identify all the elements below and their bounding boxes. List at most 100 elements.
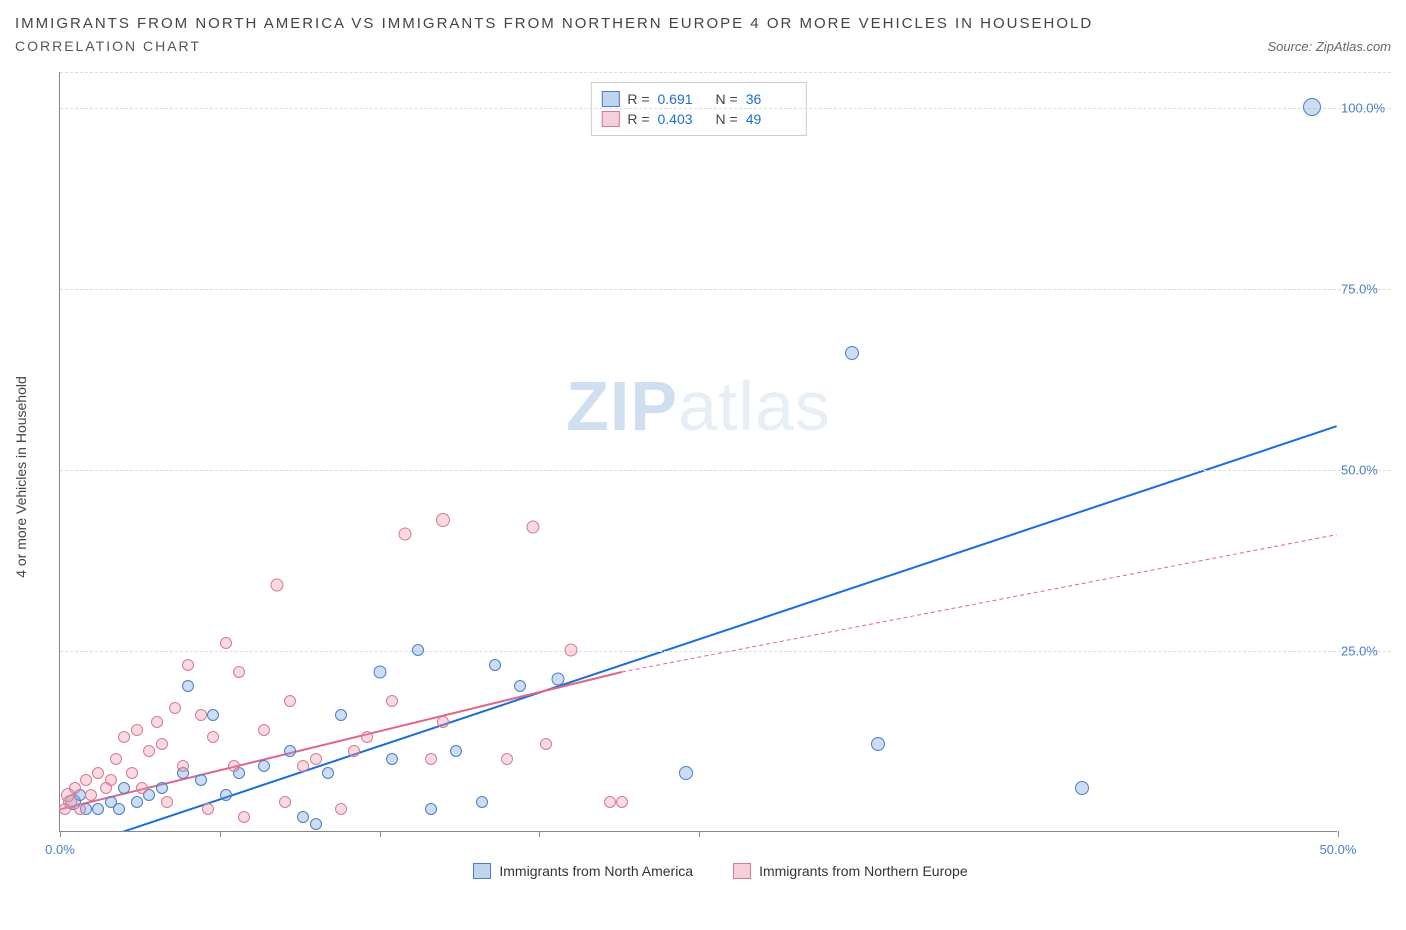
scatter-point bbox=[361, 731, 373, 743]
y-tick-label: 100.0% bbox=[1341, 101, 1395, 116]
scatter-point bbox=[85, 789, 97, 801]
scatter-point bbox=[182, 680, 194, 692]
chart-container: 4 or more Vehicles in Household ZIPatlas… bbox=[15, 62, 1391, 892]
stat-r-value-1: 0.691 bbox=[658, 91, 708, 107]
scatter-point bbox=[113, 803, 125, 815]
scatter-point bbox=[437, 716, 449, 728]
x-tick-label: 0.0% bbox=[45, 842, 75, 857]
scatter-point bbox=[565, 644, 578, 657]
scatter-point bbox=[220, 637, 232, 649]
scatter-point bbox=[238, 811, 250, 823]
x-tick bbox=[1338, 831, 1339, 837]
scatter-point bbox=[489, 659, 501, 671]
scatter-point bbox=[161, 796, 173, 808]
scatter-point bbox=[436, 513, 450, 527]
scatter-point bbox=[136, 782, 148, 794]
stat-n-label: N = bbox=[716, 111, 738, 127]
swatch-icon bbox=[733, 863, 751, 879]
gridline bbox=[60, 108, 1391, 109]
scatter-point bbox=[386, 753, 398, 765]
watermark: ZIPatlas bbox=[566, 366, 831, 446]
stat-n-value-1: 36 bbox=[746, 91, 796, 107]
scatter-point bbox=[151, 716, 163, 728]
watermark-light: atlas bbox=[678, 367, 831, 445]
title-block: IMMIGRANTS FROM NORTH AMERICA VS IMMIGRA… bbox=[15, 15, 1093, 54]
scatter-point bbox=[386, 695, 398, 707]
scatter-point bbox=[279, 796, 291, 808]
x-tick bbox=[220, 831, 221, 837]
y-axis-label: 4 or more Vehicles in Household bbox=[13, 376, 29, 578]
gridline bbox=[60, 72, 1391, 73]
legend-label-2: Immigrants from Northern Europe bbox=[759, 863, 968, 879]
scatter-point bbox=[552, 673, 565, 686]
scatter-point bbox=[195, 774, 207, 786]
scatter-point bbox=[514, 680, 526, 692]
scatter-point bbox=[228, 760, 240, 772]
scatter-point bbox=[126, 767, 138, 779]
scatter-point bbox=[348, 745, 360, 757]
scatter-point bbox=[526, 521, 539, 534]
scatter-point bbox=[110, 753, 122, 765]
header: IMMIGRANTS FROM NORTH AMERICA VS IMMIGRA… bbox=[15, 15, 1391, 54]
scatter-point bbox=[476, 796, 488, 808]
scatter-point bbox=[92, 767, 104, 779]
scatter-point bbox=[1075, 781, 1089, 795]
scatter-point bbox=[156, 782, 168, 794]
source-label: Source: ZipAtlas.com bbox=[1267, 39, 1391, 54]
x-tick bbox=[539, 831, 540, 837]
scatter-point bbox=[182, 659, 194, 671]
y-tick-label: 75.0% bbox=[1341, 282, 1395, 297]
scatter-point bbox=[220, 789, 232, 801]
scatter-point bbox=[616, 796, 628, 808]
scatter-point bbox=[195, 709, 207, 721]
plot-area: ZIPatlas R = 0.691 N = 36 R = 0.403 N = … bbox=[59, 72, 1337, 832]
x-tick-label: 50.0% bbox=[1320, 842, 1357, 857]
trend-lines bbox=[60, 72, 1337, 831]
x-tick bbox=[380, 831, 381, 837]
scatter-point bbox=[61, 788, 75, 802]
scatter-point bbox=[131, 724, 143, 736]
chart-title-2: CORRELATION CHART bbox=[15, 38, 1093, 54]
stat-r-value-2: 0.403 bbox=[658, 111, 708, 127]
scatter-point bbox=[284, 745, 296, 757]
scatter-point bbox=[156, 738, 168, 750]
scatter-point bbox=[540, 738, 552, 750]
scatter-point bbox=[412, 644, 424, 656]
scatter-point bbox=[373, 665, 386, 678]
gridline bbox=[60, 651, 1391, 652]
scatter-point bbox=[845, 346, 859, 360]
scatter-point bbox=[297, 811, 309, 823]
scatter-point bbox=[80, 774, 92, 786]
gridline bbox=[60, 470, 1391, 471]
scatter-point bbox=[284, 695, 296, 707]
scatter-point bbox=[100, 782, 112, 794]
scatter-point bbox=[604, 796, 616, 808]
scatter-point bbox=[1303, 98, 1321, 116]
scatter-point bbox=[92, 803, 104, 815]
scatter-point bbox=[310, 753, 322, 765]
scatter-point bbox=[118, 782, 130, 794]
scatter-point bbox=[143, 745, 155, 757]
swatch-icon bbox=[473, 863, 491, 879]
stat-r-label: R = bbox=[627, 111, 649, 127]
legend-stats-row-2: R = 0.403 N = 49 bbox=[601, 109, 795, 129]
scatter-point bbox=[322, 767, 334, 779]
chart-title-1: IMMIGRANTS FROM NORTH AMERICA VS IMMIGRA… bbox=[15, 15, 1093, 32]
scatter-point bbox=[258, 760, 270, 772]
scatter-point bbox=[131, 796, 143, 808]
scatter-point bbox=[501, 753, 513, 765]
scatter-point bbox=[425, 753, 437, 765]
stat-n-label: N = bbox=[716, 91, 738, 107]
scatter-point bbox=[207, 709, 219, 721]
scatter-point bbox=[202, 803, 214, 815]
x-tick bbox=[60, 831, 61, 837]
legend-item-1: Immigrants from North America bbox=[473, 863, 693, 879]
legend-label-1: Immigrants from North America bbox=[499, 863, 693, 879]
legend-item-2: Immigrants from Northern Europe bbox=[733, 863, 968, 879]
y-tick-label: 25.0% bbox=[1341, 644, 1395, 659]
stat-n-value-2: 49 bbox=[746, 111, 796, 127]
y-tick-label: 50.0% bbox=[1341, 463, 1395, 478]
x-tick bbox=[699, 831, 700, 837]
bottom-legend: Immigrants from North America Immigrants… bbox=[104, 863, 1337, 879]
scatter-point bbox=[271, 578, 284, 591]
